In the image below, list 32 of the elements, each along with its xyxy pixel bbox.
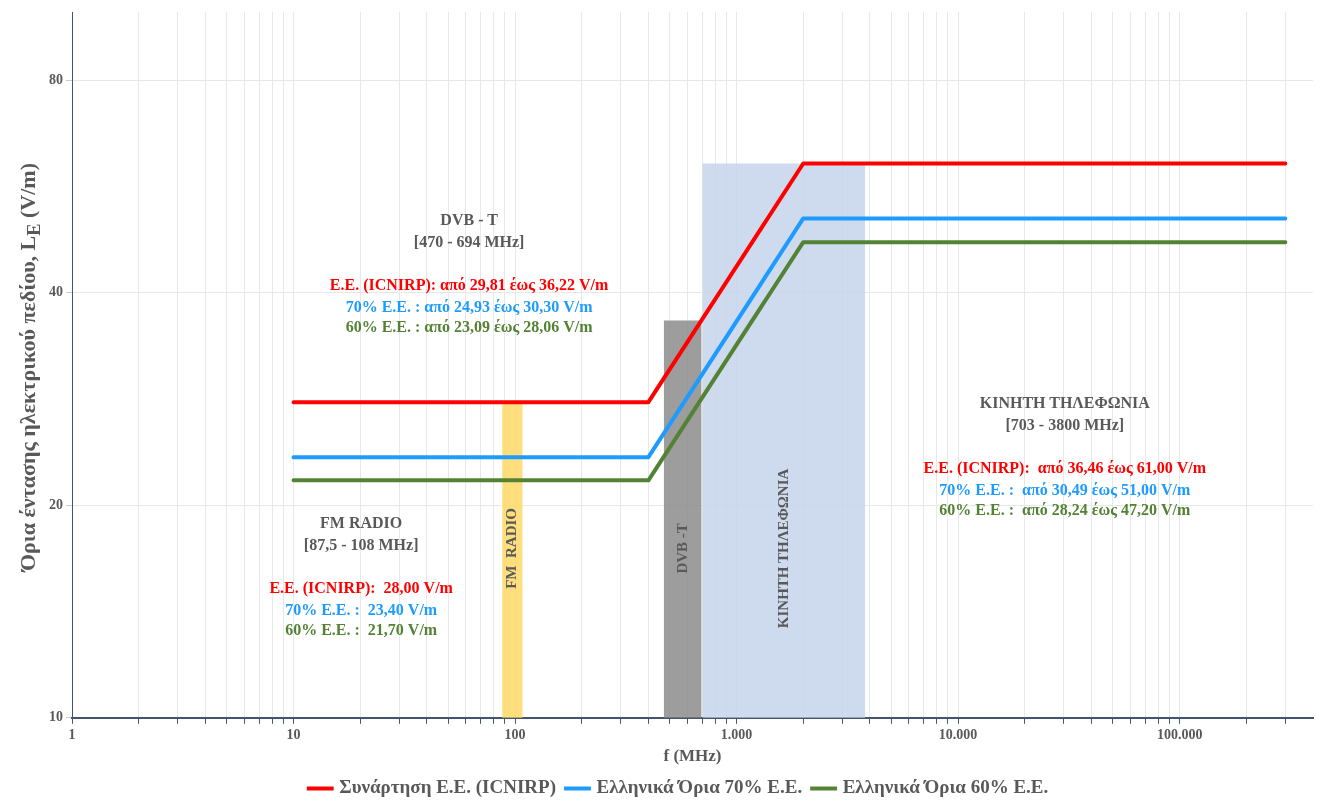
annotation: DVB - T [440, 211, 499, 229]
y-tick-label: 20 [49, 496, 63, 512]
x-tick-label: 10 [286, 726, 301, 742]
annotation: ΚΙΝΗΤΗ ΤΗΛΕΦΩΝΙΑ [979, 393, 1151, 411]
annotation: 70% Ε.Ε. : από 24,93 έως 30,30 V/m [345, 298, 594, 317]
annotation: [703 - 3800 MHz] [1005, 415, 1125, 433]
x-tick-label: 100 [504, 726, 526, 742]
annotation: 70% Ε.Ε. : από 30,49 έως 51,00 V/m [939, 480, 1191, 499]
annotation: 60% Ε.Ε. : από 28,24 έως 47,20 V/m [939, 500, 1191, 519]
annotation: 60% Ε.Ε. : από 23,09 έως 28,06 V/m [345, 318, 594, 337]
x-tick-label: 100.000 [1156, 726, 1203, 742]
annotation: FM RADIO [320, 513, 403, 531]
annotation: 60% Ε.Ε. : 21,70 V/m [285, 620, 438, 638]
band-label: ΚΙΝΗΤΗ ΤΗΛΕΦΩΝΙΑ [774, 468, 791, 629]
x-tick-label: 10.000 [938, 726, 978, 742]
legend-label: Συνάρτηση Ε.Ε. (ICNIRP) [339, 776, 556, 799]
annotation: Ε.Ε. (ICNIRP): από 29,81 έως 36,22 V/m [329, 276, 610, 295]
y-tick-label: 80 [49, 72, 63, 88]
legend-label: Ελληνικά Όρια 60% Ε.Ε. [842, 776, 1049, 798]
annotation: Ε.Ε. (ICNIRP): 28,00 V/m [269, 578, 454, 597]
band-label: DVB -T [673, 523, 690, 574]
y-tick-label: 40 [49, 284, 63, 300]
x-axis-title: f (MHz) [663, 746, 722, 766]
annotation: Ε.Ε. (ICNIRP): από 36,46 έως 61,00 V/m [923, 458, 1207, 477]
annotation: [470 - 694 MHz] [413, 233, 525, 251]
x-tick-label: 1.000 [720, 726, 753, 742]
annotation: 70% Ε.Ε. : 23,40 V/m [285, 600, 438, 618]
y-tick-label: 10 [49, 709, 63, 725]
legend-label: Ελληνικά Όρια 70% Ε.Ε. [596, 776, 803, 798]
band-label: FM RADIO [503, 507, 520, 589]
x-tick-label: 1 [68, 726, 76, 742]
annotation: [87,5 - 108 MHz] [303, 535, 419, 553]
